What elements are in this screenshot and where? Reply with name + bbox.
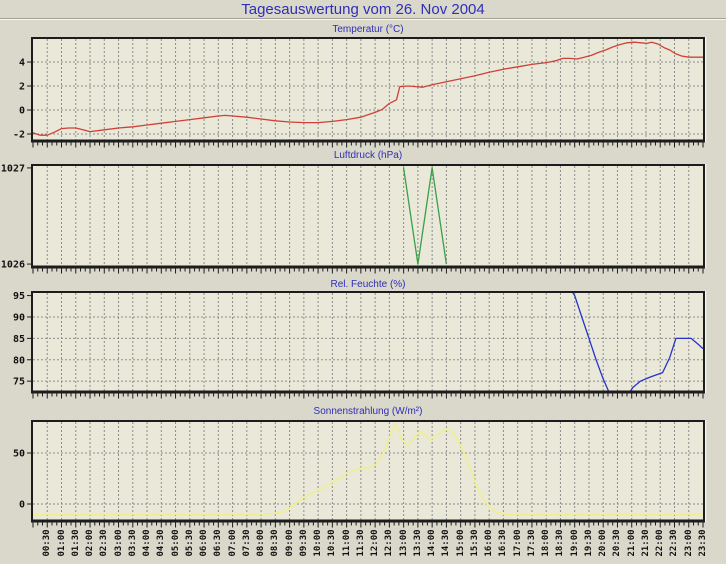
x-tick-label: 06:00 — [199, 529, 210, 557]
x-tick-label: 01:00 — [56, 529, 67, 557]
y-tick-label: 75 — [13, 377, 25, 388]
x-tick-label: 00:30 — [42, 529, 53, 557]
x-tick-label: 05:00 — [170, 529, 181, 557]
x-tick-label: 16:00 — [484, 529, 495, 557]
x-tick-label: 08:00 — [256, 529, 267, 557]
x-tick-label: 13:30 — [412, 529, 423, 557]
page-title: Tagesauswertung vom 26. Nov 2004 — [241, 1, 485, 18]
x-tick-label: 01:30 — [70, 529, 81, 557]
humidity-series-line — [572, 293, 703, 391]
solar-radiation-series-line — [33, 422, 703, 516]
x-tick-label: 12:30 — [384, 529, 395, 557]
x-tick-label: 15:30 — [469, 529, 480, 557]
x-tick-label: 23:30 — [698, 529, 708, 557]
y-tick-label: 95 — [13, 291, 25, 302]
x-tick-label: 16:30 — [498, 529, 509, 557]
x-tick-label: 05:30 — [184, 529, 195, 557]
y-tick-label: 50 — [13, 449, 25, 460]
x-tick-label: 06:30 — [213, 529, 224, 557]
title-divider — [0, 18, 726, 20]
x-tick-label: 11:30 — [355, 529, 366, 557]
y-tick-label: 90 — [13, 312, 25, 323]
x-tick-label: 10:00 — [313, 529, 324, 557]
x-tick-label: 15:00 — [455, 529, 466, 557]
x-tick-label: 03:00 — [113, 529, 124, 557]
x-tick-label: 13:00 — [398, 529, 409, 557]
x-tick-label: 12:00 — [370, 529, 381, 557]
y-tick-label: 1027 — [1, 163, 25, 174]
y-tick-label: 80 — [13, 355, 25, 366]
x-tick-label: 09:30 — [298, 529, 309, 557]
chart-title-humidity: Rel. Feuchte (%) — [330, 279, 406, 290]
y-tick-label: 0 — [19, 499, 25, 510]
x-tick-label: 08:30 — [270, 529, 281, 557]
chart-title-pressure: Luftdruck (hPa) — [333, 150, 403, 161]
x-tick-label: 03:30 — [127, 529, 138, 557]
x-tick-label: 14:00 — [427, 529, 438, 557]
x-tick-label: 09:00 — [284, 529, 295, 557]
temperature-series-line — [33, 41, 703, 136]
x-tick-label: 21:00 — [626, 529, 637, 557]
x-tick-label: 07:00 — [227, 529, 238, 557]
x-tick-label: 14:30 — [441, 529, 452, 557]
x-tick-label: 20:00 — [598, 529, 609, 557]
chart-title-temperature: Temperatur (°C) — [332, 24, 404, 35]
x-tick-label: 20:30 — [612, 529, 623, 557]
x-tick-label: 18:00 — [541, 529, 552, 557]
x-tick-label: 10:30 — [327, 529, 338, 557]
x-tick-label: 21:30 — [640, 529, 651, 557]
x-tick-label: 23:00 — [683, 529, 694, 557]
x-tick-label: 22:30 — [669, 529, 680, 557]
x-tick-label: 07:30 — [241, 529, 252, 557]
y-tick-label: 2 — [19, 82, 25, 93]
chart-title-solar-radiation: Sonnenstrahlung (W/m²) — [313, 406, 423, 417]
x-tick-label: 22:00 — [655, 529, 666, 557]
x-tick-label: 18:30 — [555, 529, 566, 557]
x-tick-label: 19:00 — [569, 529, 580, 557]
pressure-series-line — [402, 167, 448, 265]
y-tick-label: -2 — [13, 130, 25, 141]
x-tick-label: 04:00 — [142, 529, 153, 557]
x-tick-label: 02:30 — [99, 529, 110, 557]
x-tick-label: 11:00 — [341, 529, 352, 557]
x-tick-label: 17:30 — [526, 529, 537, 557]
y-tick-label: 0 — [19, 106, 25, 117]
y-tick-label: 1026 — [1, 260, 25, 271]
x-tick-label: 17:00 — [512, 529, 523, 557]
x-tick-label: 02:00 — [85, 529, 96, 557]
x-tick-label: 04:30 — [156, 529, 167, 557]
y-tick-label: 85 — [13, 334, 25, 345]
x-tick-label: 19:30 — [583, 529, 594, 557]
y-tick-label: 4 — [19, 58, 25, 69]
